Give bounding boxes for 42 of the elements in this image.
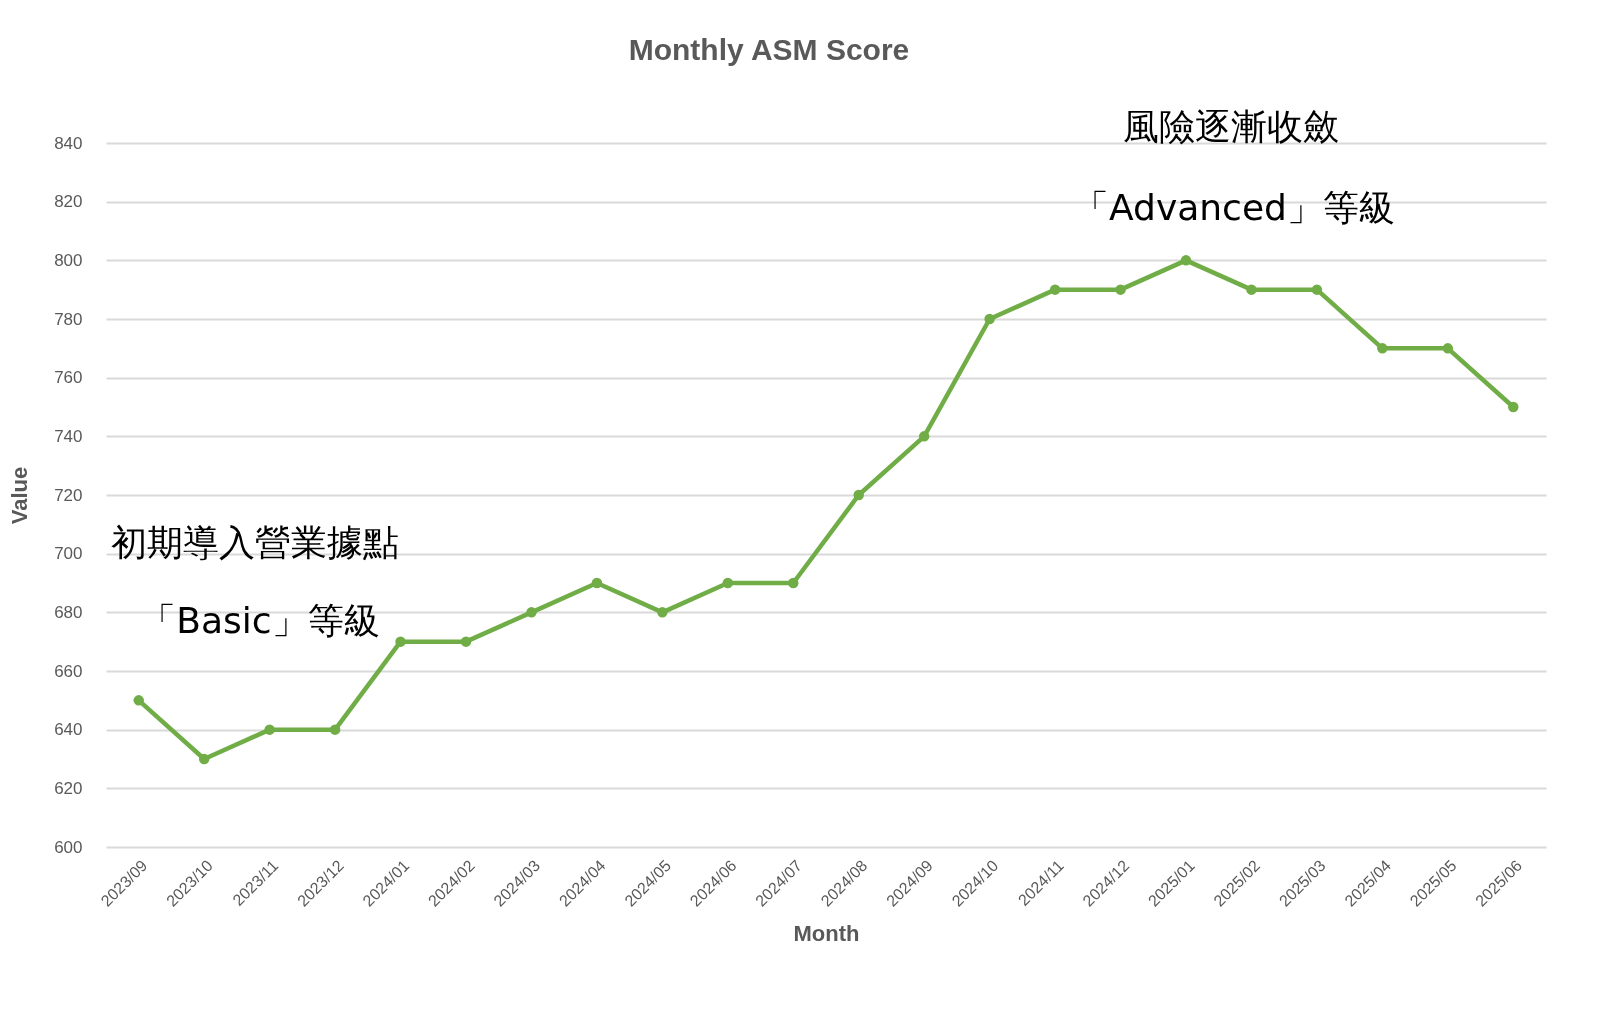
y-tick-label: 660 — [54, 661, 83, 681]
y-tick-label: 600 — [54, 837, 83, 857]
y-axis-title: Value — [7, 466, 33, 525]
point — [1508, 401, 1519, 413]
point — [133, 695, 144, 706]
point — [1115, 284, 1126, 295]
point — [1049, 284, 1061, 295]
point — [1442, 343, 1454, 354]
point — [984, 313, 995, 325]
point — [526, 607, 537, 618]
y-tick-label: 680 — [54, 602, 83, 622]
annotation: 風險逐漸收斂 — [1123, 106, 1339, 147]
y-tick-label: 720 — [54, 485, 83, 505]
x-axis-title: Month — [793, 920, 860, 946]
point — [853, 489, 864, 501]
annotation: 初期導入營業據點 — [111, 522, 399, 563]
y-tick-label: 640 — [54, 720, 83, 740]
point — [788, 577, 799, 589]
y-tick-label: 700 — [54, 544, 83, 564]
y-tick-label: 800 — [54, 250, 83, 270]
y-tick-label: 780 — [54, 309, 83, 329]
chart-title: Monthly ASM Score — [628, 33, 910, 66]
point — [1246, 284, 1257, 295]
point — [395, 636, 406, 647]
point — [1180, 255, 1192, 266]
point — [591, 577, 603, 589]
y-tick-label: 820 — [54, 192, 83, 212]
point — [329, 724, 341, 735]
y-tick-label: 620 — [54, 778, 83, 798]
point — [264, 724, 275, 735]
point — [460, 636, 472, 647]
y-tick-label: 760 — [54, 368, 83, 388]
annotation: 「Advanced」等級 — [1073, 187, 1395, 228]
point — [1377, 343, 1388, 354]
point — [722, 577, 734, 589]
point — [657, 607, 668, 618]
y-tick-label: 740 — [54, 426, 83, 446]
point — [198, 753, 210, 765]
y-tick-label: 840 — [54, 133, 83, 153]
annotation: 「Basic」等級 — [140, 600, 380, 641]
point — [918, 431, 930, 442]
point — [1311, 284, 1323, 295]
